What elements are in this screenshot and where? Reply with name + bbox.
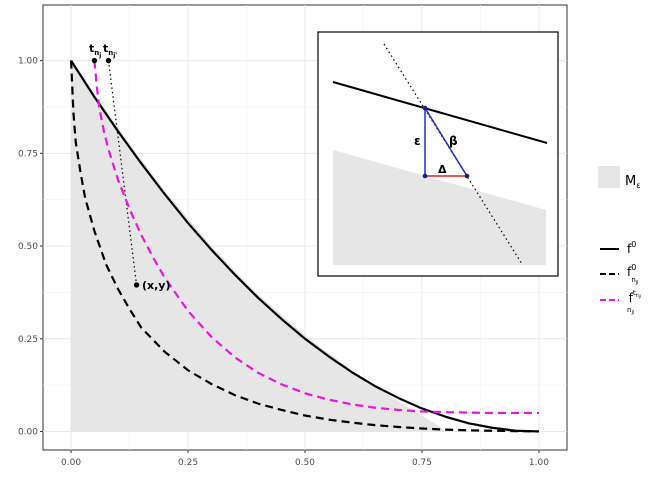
y-tick-label: 0.75 <box>18 149 38 159</box>
inset-left-point <box>422 173 428 179</box>
inset-delta-label: Δ <box>438 163 447 176</box>
inset-right-point <box>464 173 470 179</box>
x-tick-label: 0.00 <box>61 458 81 468</box>
x-axis-ticks: 0.00 0.25 0.50 0.75 1.00 <box>61 450 549 468</box>
points-layer <box>91 57 140 288</box>
inset-boundary-line <box>332 81 548 144</box>
y-tick-label: 0.50 <box>18 242 38 252</box>
ft-njl-series-line <box>93 60 539 415</box>
y-tick-label: 0.00 <box>18 427 38 437</box>
point-labels: tnj tnj' (x,y) <box>89 42 171 292</box>
t-njp-point <box>105 57 112 64</box>
inset-beta-segment <box>424 107 468 177</box>
legend-f0-label: f0 <box>627 240 636 256</box>
t-nj-point <box>91 57 98 64</box>
series-layer <box>69 60 539 433</box>
f0-njl-series-line <box>69 60 539 433</box>
inset: ε β Δ <box>317 31 559 277</box>
guide-layer <box>107 60 138 286</box>
y-tick-label: 1.00 <box>18 57 38 67</box>
inset-top-point <box>422 105 428 111</box>
x-tick-label: 0.25 <box>178 458 198 468</box>
m-epsilon-region <box>71 60 446 432</box>
inset-beta-label: β <box>449 134 458 148</box>
x-tick-label: 0.75 <box>412 458 432 468</box>
legend-fnjl-label: f0 njl <box>627 263 639 286</box>
f0-series-line <box>70 60 539 433</box>
y-axis-ticks: 0.00 0.25 0.50 0.75 1.00 <box>18 57 43 437</box>
legend: Mε f0 f0 njl ftnjl njl <box>598 166 641 316</box>
x-tick-label: 1.00 <box>529 458 549 468</box>
dotted-guide-line <box>107 60 138 286</box>
t-njp-label: tnj' <box>103 42 117 59</box>
x-tick-label: 0.50 <box>295 458 315 468</box>
legend-ft-label: ftnjl njl <box>627 289 641 316</box>
legend-region-label: Mε <box>625 174 641 190</box>
inset-dotted-line <box>383 43 523 265</box>
inset-epsilon-label: ε <box>414 134 421 148</box>
xy-point <box>133 282 140 288</box>
inset-region <box>333 150 546 265</box>
xy-point-label: (x,y) <box>142 279 171 292</box>
y-tick-label: 0.25 <box>18 335 38 345</box>
t-nj-label: tnj <box>89 42 101 59</box>
legend-region-key <box>598 166 620 188</box>
region-layer <box>71 60 446 432</box>
